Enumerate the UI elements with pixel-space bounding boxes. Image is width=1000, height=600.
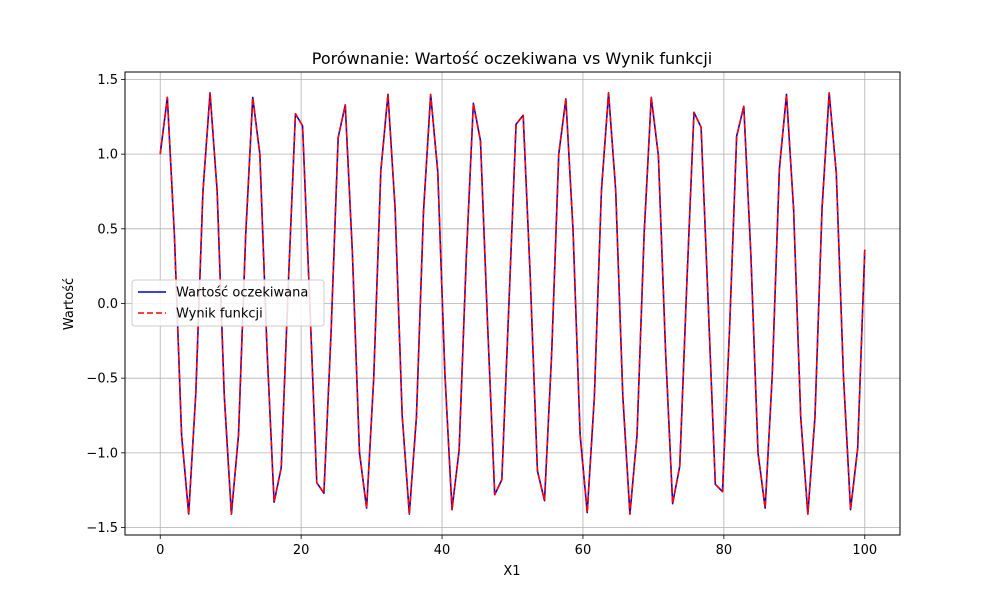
y-axis-title: Wartość <box>62 278 77 330</box>
y-tick-label: 1.0 <box>97 148 118 163</box>
chart-title: Porównanie: Wartość oczekiwana vs Wynik … <box>312 49 712 68</box>
x-tick-label: 100 <box>852 543 877 558</box>
x-tick-label: 20 <box>293 543 310 558</box>
x-axis-title: X1 <box>503 564 520 579</box>
x-tick-label: 40 <box>434 543 451 558</box>
y-tick-label: 0.5 <box>97 222 118 237</box>
x-tick-label: 60 <box>575 543 592 558</box>
legend-box <box>131 279 325 327</box>
y-tick-label: 1.5 <box>97 73 118 88</box>
y-tick-label: 0.0 <box>97 297 118 312</box>
x-tick-label: 0 <box>156 543 164 558</box>
legend-label-1: Wartość oczekiwana <box>176 286 308 301</box>
y-tick-label: −1.0 <box>86 446 118 461</box>
y-tick-label: −1.5 <box>86 521 118 536</box>
x-tick-label: 80 <box>716 543 733 558</box>
series-line-2 <box>159 92 866 515</box>
legend: Wartość oczekiwana Wynik funkcji <box>131 279 325 327</box>
y-axis-ticks: −1.5 −1.0 −0.5 0.0 0.5 1.0 1.5 <box>86 73 125 536</box>
x-axis-ticks: 0 20 40 60 80 100 <box>156 535 877 558</box>
series-lines <box>159 92 866 515</box>
legend-label-2: Wynik funkcji <box>176 307 263 322</box>
y-tick-label: −0.5 <box>86 372 118 387</box>
